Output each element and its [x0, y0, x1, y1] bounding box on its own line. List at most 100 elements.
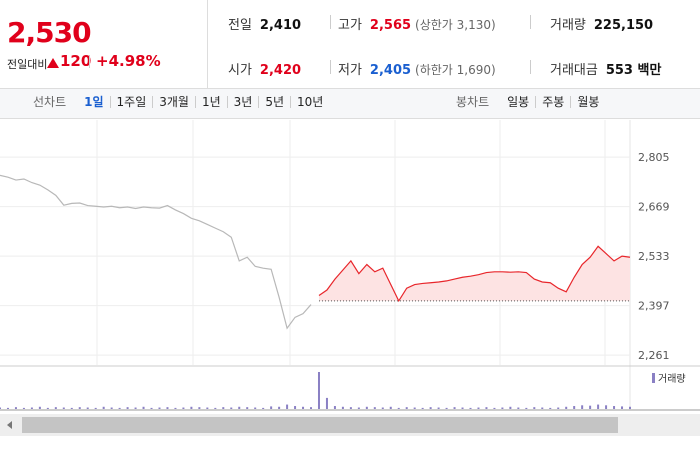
volume-bar: [54, 407, 57, 409]
tab[interactable]: 월봉: [570, 96, 605, 108]
volume-bar: [477, 407, 480, 409]
tab[interactable]: 1주일: [109, 96, 153, 108]
volume-bar: [629, 406, 631, 409]
volume-bar: [302, 406, 305, 409]
price: 2,530: [7, 16, 92, 49]
volume-bar: [453, 407, 456, 409]
volume-bar: [6, 407, 9, 409]
volume-bar: [198, 407, 201, 409]
volume-bar: [621, 406, 624, 409]
separator: [330, 15, 331, 29]
volume-bar: [118, 407, 121, 409]
volume-bar: [0, 407, 1, 409]
stat: 시가 2,420: [228, 59, 301, 78]
volume-bar: [150, 407, 153, 409]
stat-label: 고가: [338, 18, 362, 33]
volume-bar: [501, 407, 504, 409]
volume-bar: [78, 407, 81, 409]
chart: 거래량 2,261 2,397 2,533 2,669 2,805: [0, 120, 700, 436]
volume-bar: [397, 407, 400, 409]
volume-bar: [134, 407, 137, 409]
volume-bar: [30, 407, 33, 409]
volume-bar: [341, 406, 344, 409]
volume-bar: [517, 407, 520, 409]
volume-bar: [310, 407, 313, 409]
stat-label: 시가: [228, 63, 252, 78]
volume-bar: [126, 407, 129, 409]
volume-bar: [469, 407, 472, 409]
stat-value: 553 백만: [605, 63, 662, 78]
scroll-thumb[interactable]: [22, 417, 618, 433]
stat-note: (하한가 1,690): [415, 63, 496, 77]
separator: [530, 60, 531, 74]
scroll-left[interactable]: [7, 421, 12, 429]
volume-bar: [573, 406, 576, 409]
y-tick-label: 2,397: [638, 300, 670, 313]
volume-bar: [533, 407, 536, 409]
volume-bar: [174, 407, 177, 409]
separator: [330, 60, 331, 74]
legend-label: 거래량: [658, 373, 686, 385]
volume-bar: [94, 407, 97, 409]
volume-bar: [158, 407, 161, 409]
volume-bar: [365, 406, 368, 409]
volume-bar: [493, 407, 496, 409]
price-line: [0, 174, 312, 330]
tab-group-label: 선차트: [33, 95, 67, 109]
tab[interactable]: 1년: [194, 96, 227, 108]
y-tick-label: 2,261: [638, 349, 670, 362]
price-line: [318, 245, 631, 303]
volume-bar: [565, 406, 568, 409]
volume-bar: [613, 406, 616, 409]
volume-bar: [166, 407, 169, 409]
volume-bar: [581, 405, 584, 409]
volume-bar: [86, 407, 89, 409]
volume-bar: [461, 407, 464, 409]
volume-bar: [525, 407, 528, 409]
separator: [207, 0, 208, 88]
stat-label: 거래대금: [550, 63, 598, 78]
tab[interactable]: 주봉: [535, 96, 570, 108]
volume-bar: [357, 407, 360, 409]
tab[interactable]: 일봉: [507, 95, 530, 109]
volume-bar: [46, 407, 49, 409]
volume-bar: [589, 405, 592, 409]
tab[interactable]: 3년: [226, 96, 259, 108]
volume-bar: [182, 407, 185, 409]
y-tick-label: 2,805: [638, 151, 670, 164]
volume-bar: [110, 407, 113, 409]
tab[interactable]: 1일: [84, 95, 104, 109]
stat-label: 거래량: [550, 18, 586, 33]
tab[interactable]: 10년: [290, 96, 329, 108]
tab[interactable]: 3개월: [152, 96, 195, 108]
volume-bar: [541, 407, 544, 409]
volume-bar: [605, 405, 608, 409]
stat-value: 2,420: [259, 63, 302, 78]
volume-bar: [445, 407, 448, 409]
stat-label: 전일: [228, 18, 252, 33]
volume-bar: [317, 372, 320, 409]
volume-bar: [62, 407, 65, 409]
volume-bar: [230, 407, 233, 409]
volume-bar: [270, 406, 273, 409]
stat-note: (상한가 3,130): [415, 18, 496, 32]
stat-label: 저가: [338, 63, 362, 78]
stat: 거래대금 553 백만: [550, 59, 661, 78]
tab[interactable]: 5년: [258, 96, 290, 108]
volume-bar: [437, 407, 440, 409]
tab-bar: 선차트 1일 1주일 3개월 1년 3년 5년 10년 봉차트 일봉 주봉 월봉: [0, 88, 700, 119]
volume-bar: [286, 404, 289, 409]
separator: [89, 55, 90, 68]
volume-bar: [294, 406, 297, 409]
volume-bar: [373, 407, 376, 409]
volume-bar: [429, 407, 432, 409]
volume-bar: [333, 406, 336, 409]
volume-bar: [254, 407, 257, 409]
volume-bar: [70, 407, 73, 409]
volume-bar: [142, 406, 145, 409]
volume-bar: [597, 404, 600, 409]
volume-bar: [405, 407, 408, 409]
volume-bar: [389, 406, 392, 409]
volume-bar: [421, 407, 424, 409]
volume-bar: [262, 407, 265, 409]
